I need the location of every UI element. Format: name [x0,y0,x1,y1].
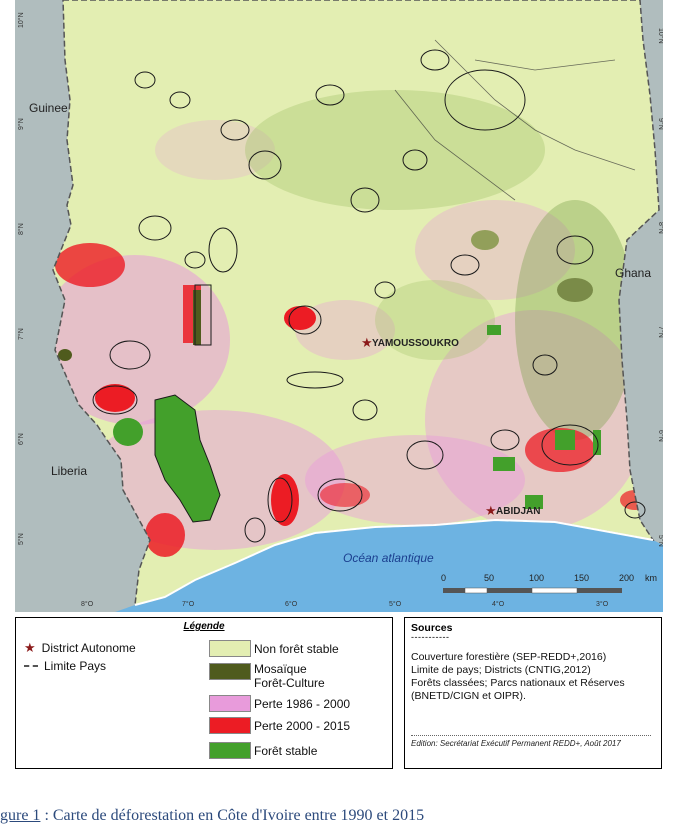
country-label-guinee: Guinee [29,101,68,115]
lon-label-8O: 8°O [81,600,94,608]
legend-mosaic-line2: Forêt-Culture [254,676,325,690]
lat-label-7N-right: 7°N [657,326,663,338]
swatch-stable-forest [209,742,251,759]
lat-label-5N-right: 5°N [657,535,663,547]
country-label-ghana: Ghana [615,266,651,280]
sources-edition: Edition: Secrétariat Exécutif Permanent … [411,739,621,748]
lat-label-6N: 6°N [17,433,25,445]
scale-tick-50: 50 [484,573,494,583]
legend-panel: Légende ★ District Autonome Limite Pays … [15,617,393,769]
deforestation-map: 10°N 10°N 9°N 9°N 8°N 8°N 7°N 7°N 6°N 6°… [15,0,663,612]
legend-item-stable-forest: Forêt stable [209,742,317,759]
legend-item-loss-1986-2000: Perte 1986 - 2000 [209,695,350,712]
scale-tick-150: 150 [574,573,589,583]
legend-border-label: Limite Pays [44,659,106,673]
source-line: Forêts classées; Parcs nationaux et Rése… [411,677,625,689]
scale-tick-0: 0 [441,573,446,583]
lat-label-10N-right: 10°N [657,28,663,44]
lon-label-7O: 7°O [182,600,195,608]
lat-label-9N-right: 9°N [657,118,663,130]
lon-label-5O: 5°O [389,600,402,608]
lat-label-9N: 9°N [17,118,25,130]
legend-district-label: District Autonome [42,641,136,655]
figure-caption: gure 1 : Carte de déforestation en Côte … [0,807,424,825]
ocean-label: Océan atlantique [343,551,434,565]
lat-label-7N: 7°N [17,328,25,340]
figure-number: gure 1 [0,807,40,824]
lon-label-4O: 4°O [492,600,505,608]
legend-item-border: Limite Pays [24,659,106,673]
swatch-mosaic [209,663,251,680]
lat-label-8N-right: 8°N [657,222,663,234]
country-label-liberia: Liberia [51,464,87,478]
legend-item-loss-2000-2015: Perte 2000 - 2015 [209,717,350,734]
legend-item-non-forest: Non forêt stable [209,640,339,657]
star-icon: ★ [24,640,36,656]
scale-tick-200: 200 [619,573,634,583]
caption-text: : Carte de déforestation en Côte d'Ivoir… [40,807,424,824]
legend-mosaic-label: Mosaïque Forêt-Culture [254,662,325,690]
swatch-loss-2000-2015 [209,717,251,734]
swatch-non-forest [209,640,251,657]
lat-label-5N: 5°N [17,533,25,545]
lon-label-6O: 6°O [285,600,298,608]
scale-tick-100: 100 [529,573,544,583]
city-label-yamoussoukro: YAMOUSSOUKRO [372,338,459,349]
legend-mosaic-line1: Mosaïque [254,662,307,676]
yamoussoukro-star-icon: ★ [361,335,373,350]
legend-loss-1986-2000-label: Perte 1986 - 2000 [254,697,350,711]
sources-divider [411,735,651,736]
lat-label-6N-right: 6°N [657,430,663,442]
dashed-line-icon [24,665,38,667]
legend-item-mosaic: Mosaïque Forêt-Culture [209,662,325,690]
lon-label-3O: 3°O [596,600,609,608]
legend-non-forest-label: Non forêt stable [254,642,339,656]
legend-title: Légende [16,621,392,632]
lat-label-8N: 8°N [17,223,25,235]
source-line: Limite de pays; Districts (CNTIG,2012) [411,664,591,676]
scale-unit: km [645,573,657,583]
legend-loss-2000-2015-label: Perte 2000 - 2015 [254,719,350,733]
sources-panel: Sources ----------- Couverture forestièr… [404,617,662,769]
abidjan-star-icon: ★ [485,503,497,518]
city-label-abidjan: ABIDJAN [496,506,540,517]
legend-item-district: ★ District Autonome [24,640,136,656]
sources-dashes: ----------- [411,632,449,642]
lat-label-10N: 10°N [17,12,25,28]
source-line: (BNETD/CIGN et OIPR). [411,690,526,702]
source-line: Couverture forestière (SEP-REDD+,2016) [411,651,606,663]
swatch-loss-1986-2000 [209,695,251,712]
legend-stable-forest-label: Forêt stable [254,744,317,758]
